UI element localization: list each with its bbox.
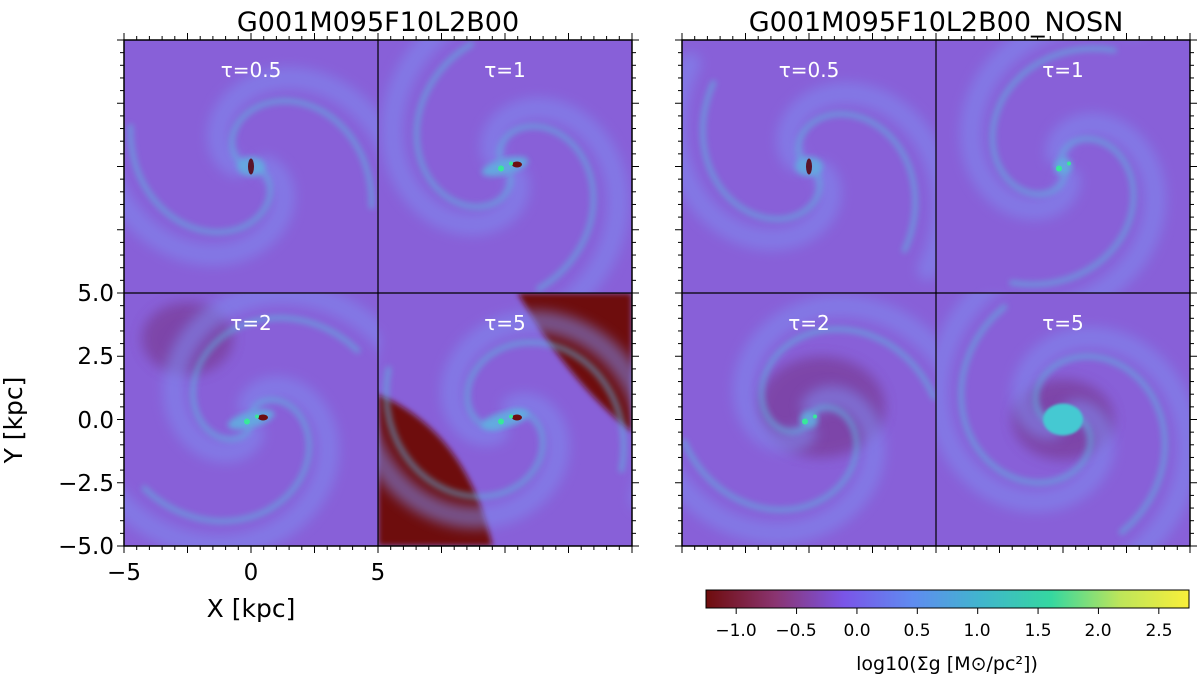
colorbar-tick-label-1: −1.0 xyxy=(715,621,756,641)
nucleus xyxy=(800,410,818,429)
spiral-arm xyxy=(378,333,570,529)
x-tick-label-3: 5 xyxy=(371,560,386,586)
spiral-arm xyxy=(732,294,936,454)
nuclear-void xyxy=(512,414,522,421)
y-tick-label-1: 5.0 xyxy=(77,281,114,307)
density-map-right-3 xyxy=(682,293,936,546)
colorbar-tick-label-8: 2.5 xyxy=(1145,621,1172,641)
dense-clump xyxy=(509,414,513,419)
spiral-filament xyxy=(989,45,1117,198)
panel-label-right-4: τ=5 xyxy=(1042,311,1084,335)
dense-clump xyxy=(802,418,808,425)
spiral-arm xyxy=(380,40,530,236)
x-tick-label-2: 0 xyxy=(244,560,259,586)
group-title-left: G001M095F10L2B00 xyxy=(237,7,519,38)
colorbar-ticks xyxy=(735,608,1160,614)
y-axis-label: Y [kpc] xyxy=(0,377,28,465)
dense-clump xyxy=(498,165,504,172)
colorbar-tick-label-2: −0.5 xyxy=(775,621,816,641)
spiral-arm xyxy=(124,376,340,546)
spiral-filament xyxy=(699,79,823,222)
spiral-arm xyxy=(776,82,936,281)
spiral-filament xyxy=(228,97,375,210)
density-map-left-1 xyxy=(124,40,378,293)
spiral-filament xyxy=(127,123,274,236)
spiral-arm xyxy=(959,40,1081,220)
spiral-arm xyxy=(440,310,632,506)
spiral-arm xyxy=(682,385,886,545)
density-map-right-1 xyxy=(682,40,936,293)
panel-label-left-1: τ=0.5 xyxy=(221,58,282,82)
density-maps xyxy=(124,40,1190,546)
spiral-filament xyxy=(1032,353,1168,536)
nuclear-void xyxy=(258,414,268,421)
nuclear-disc xyxy=(1043,403,1083,436)
y-tick-label-4: −2.5 xyxy=(58,471,114,497)
colorbar-tick-label-6: 1.5 xyxy=(1024,621,1051,641)
dense-clump xyxy=(1056,165,1062,172)
colorbar-tick-label-5: 1.0 xyxy=(963,621,990,641)
spiral-filament xyxy=(795,111,919,254)
spiral-filament xyxy=(383,366,546,500)
spiral-arm xyxy=(162,293,378,463)
panel-label-left-2: τ=1 xyxy=(484,58,526,82)
nuclear-void xyxy=(512,161,522,168)
nucleus xyxy=(1054,157,1072,176)
spiral-filament xyxy=(496,123,597,292)
panel-label-right-3: τ=2 xyxy=(788,311,830,335)
spiral-filament xyxy=(141,396,313,525)
x-axis-label: X [kpc] xyxy=(207,594,296,623)
spiral-filament xyxy=(189,314,361,443)
dense-clump xyxy=(1067,161,1071,166)
colorbar-label: log10(Σg [M⊙/pc²]) xyxy=(856,653,1038,675)
spiral-arm xyxy=(936,293,1115,513)
spiral-arm xyxy=(682,52,842,251)
group-title-right: G001M095F10L2B00_NOSN xyxy=(749,7,1124,38)
dense-clump xyxy=(498,418,504,425)
colorbar xyxy=(705,589,1190,609)
spiral-arm xyxy=(124,155,296,266)
spiral-filament xyxy=(1009,135,1137,288)
panel-label-left-4: τ=5 xyxy=(484,311,526,335)
spiral-filament xyxy=(464,339,627,473)
density-map-right-4 xyxy=(936,293,1190,546)
panel-label-right-2: τ=1 xyxy=(1042,58,1084,82)
spiral-arm xyxy=(1011,326,1190,546)
density-map-right-2 xyxy=(936,40,1190,293)
panel-label-right-1: τ=0.5 xyxy=(779,58,840,82)
dense-clump xyxy=(813,414,817,419)
spiral-arm xyxy=(1045,113,1167,293)
density-map-left-2 xyxy=(378,40,632,293)
axis-ticks xyxy=(117,33,1197,553)
density-map-left-4 xyxy=(378,293,632,546)
density-map-left-3 xyxy=(124,293,378,546)
spiral-arm xyxy=(206,67,378,178)
colorbar-tick-label-3: 0.0 xyxy=(843,621,870,641)
spiral-filament xyxy=(413,41,514,210)
colorbar-tick-label-7: 2.0 xyxy=(1084,621,1111,641)
dense-clump xyxy=(509,161,513,166)
y-tick-label-2: 2.5 xyxy=(77,344,114,370)
dense-clump xyxy=(244,418,250,425)
spiral-filament xyxy=(682,404,860,513)
y-tick-label-3: 0.0 xyxy=(77,408,114,434)
y-tick-label-5: −5.0 xyxy=(58,534,114,560)
spiral-filament xyxy=(758,326,936,435)
nuclear-void xyxy=(806,158,812,175)
spiral-arm xyxy=(480,97,630,293)
dense-clump xyxy=(255,414,259,419)
nuclear-void xyxy=(248,158,254,175)
x-tick-label-1: −5 xyxy=(107,560,141,586)
panel-label-left-3: τ=2 xyxy=(230,311,272,335)
spiral-filament xyxy=(958,303,1094,486)
colorbar-tick-label-4: 0.5 xyxy=(903,621,930,641)
